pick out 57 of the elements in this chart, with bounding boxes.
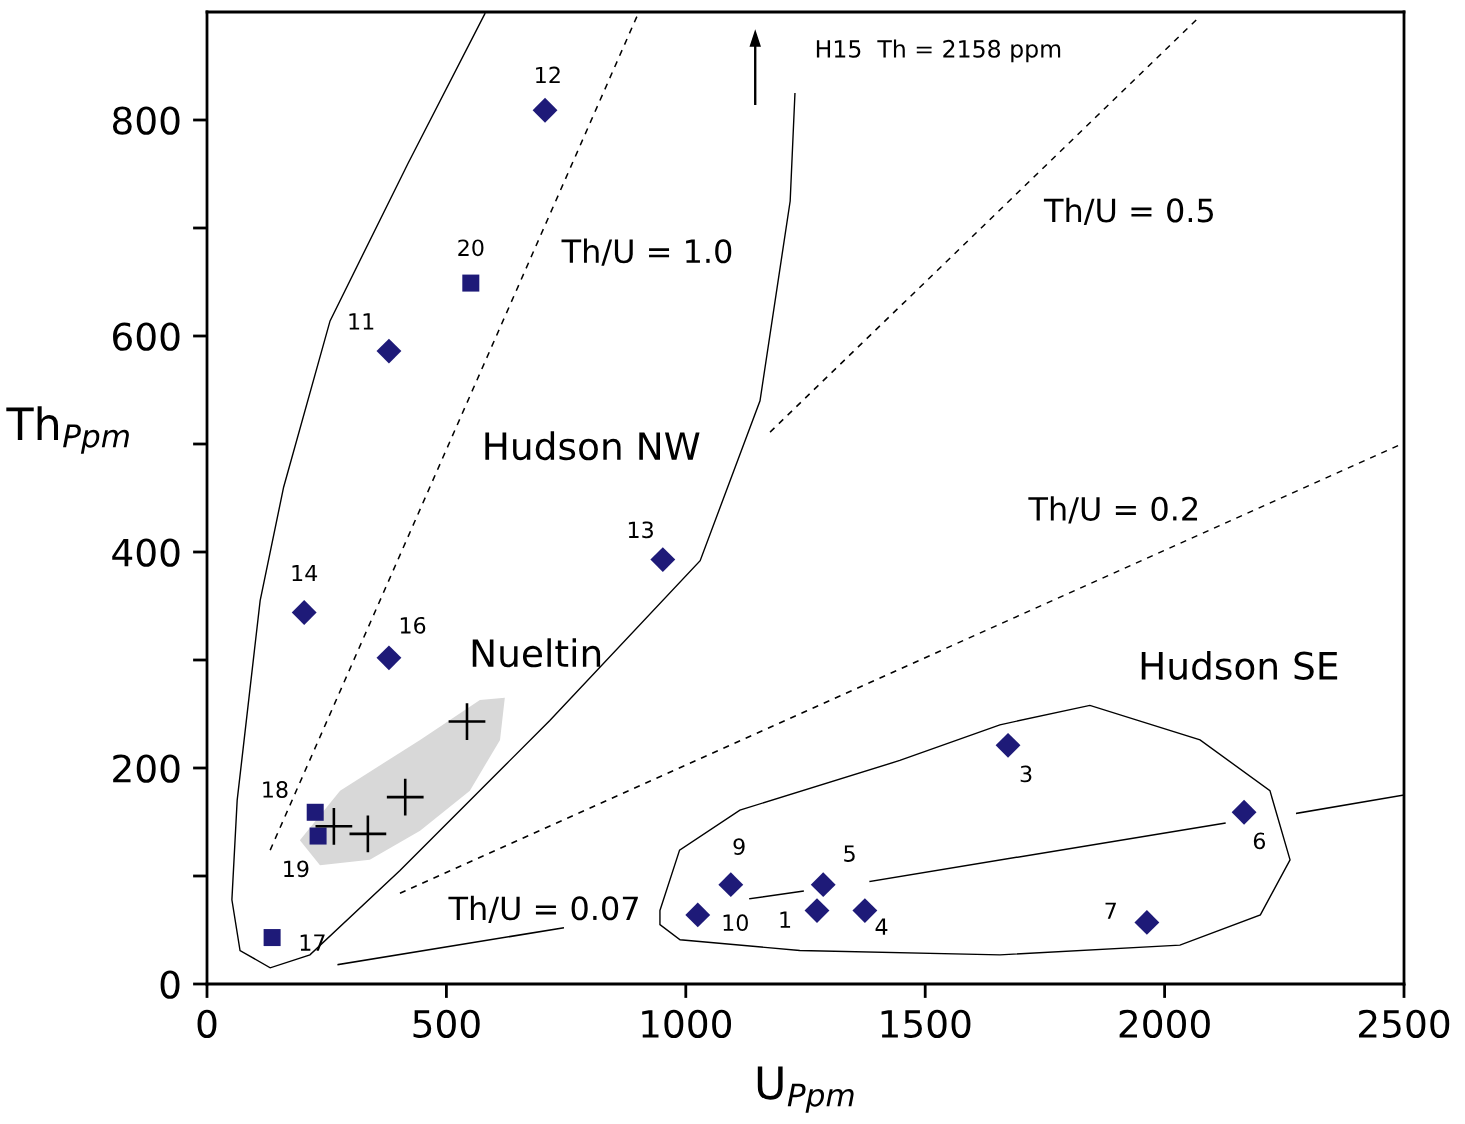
- annotation: Nueltin: [472, 638, 601, 668]
- x-tick-label: 1000: [642, 1009, 732, 1039]
- y-tick-label: 0: [160, 970, 180, 999]
- y-tick-label: 400: [112, 538, 180, 567]
- point: [376, 338, 402, 364]
- x-tick-label: 0: [197, 1009, 217, 1039]
- point: [386, 778, 424, 816]
- annotation: 20: [458, 239, 484, 257]
- point: [448, 703, 486, 740]
- annotation: 13: [628, 521, 653, 539]
- x-tick-label: 2500: [1359, 1009, 1450, 1039]
- point: [804, 898, 830, 923]
- y-tick-label: 200: [113, 754, 180, 783]
- annotation: 19: [284, 860, 309, 878]
- annotation: Th/U = 0.5: [1043, 197, 1213, 225]
- annotation: Th/U = 1.0: [561, 238, 732, 266]
- point: [810, 872, 836, 898]
- annotation: 9: [733, 838, 745, 855]
- annotation: Hudson SE: [1141, 650, 1338, 680]
- point: [263, 929, 281, 947]
- annotation: 4: [875, 918, 888, 935]
- point: [376, 645, 402, 671]
- annotation: 14: [292, 564, 318, 582]
- point: [718, 872, 744, 898]
- annotation: 18: [263, 781, 288, 798]
- annotation: 7: [1105, 902, 1116, 919]
- point: [532, 97, 558, 123]
- x-tick-label: 1500: [881, 1009, 971, 1039]
- annotation: Hudson NW: [485, 431, 700, 461]
- annotation: 11: [349, 313, 374, 330]
- annotation: Th/U = 0.2: [1028, 496, 1198, 524]
- point: [291, 600, 317, 625]
- x-tick-label: 500: [413, 1009, 480, 1039]
- y-axis-title: Th$_{Ppm}$: [6, 406, 129, 454]
- annotation: 12: [536, 66, 560, 84]
- annotation: 1: [780, 911, 791, 928]
- point: [1134, 910, 1160, 935]
- point: [650, 547, 676, 572]
- annotation: 16: [400, 616, 426, 634]
- annotation: H15 Th = 2158 ppm: [816, 39, 1061, 63]
- annotation: 3: [1020, 765, 1032, 783]
- point: [306, 803, 324, 821]
- x-tick-label: 2000: [1119, 1009, 1210, 1039]
- annotation: 17: [300, 934, 325, 951]
- point: [309, 827, 327, 845]
- x-axis-title: U$_{Ppm}$: [757, 1066, 854, 1113]
- annotation: 5: [844, 845, 855, 862]
- annotation: 10: [723, 914, 748, 932]
- point: [315, 807, 353, 845]
- point: [462, 274, 480, 292]
- y-tick-label: 600: [113, 322, 180, 351]
- y-tick-label: 800: [112, 106, 180, 135]
- annotation: Th/U = 0.07: [448, 895, 638, 923]
- point: [685, 902, 711, 928]
- point: [1231, 799, 1257, 825]
- point: [995, 732, 1021, 758]
- annotation: 6: [1253, 832, 1266, 850]
